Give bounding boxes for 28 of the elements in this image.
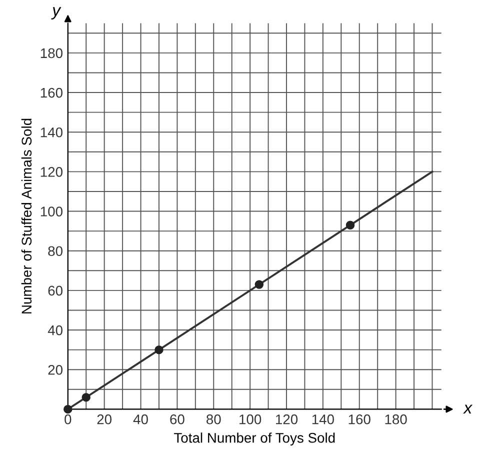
y-tick-label: 20 xyxy=(48,364,62,375)
point xyxy=(254,280,264,289)
point xyxy=(64,404,72,414)
text: y xyxy=(51,7,62,20)
point xyxy=(154,345,164,354)
x-tick-label: 0 xyxy=(64,414,72,424)
x-tick-label: 40 xyxy=(133,414,148,424)
y-tick-label: 40 xyxy=(48,325,62,336)
y-tick-label: 100 xyxy=(40,206,62,216)
y-tick-label: 160 xyxy=(40,88,62,98)
x-tick-label: 140 xyxy=(312,414,334,424)
y-tick-label: 120 xyxy=(40,167,62,177)
y-tick-label: 180 xyxy=(40,48,62,58)
x-tick-label: 100 xyxy=(240,414,262,424)
x-tick-label: 80 xyxy=(206,414,221,424)
y-tick-label: 80 xyxy=(48,246,62,256)
x-tick-label: 120 xyxy=(276,414,298,424)
x-tick-label: 20 xyxy=(97,414,112,424)
x-tick-label: 60 xyxy=(170,414,184,424)
text: x xyxy=(463,404,473,414)
point xyxy=(346,220,355,230)
point xyxy=(82,392,90,402)
x-tick-label: 160 xyxy=(348,414,370,424)
y-axis-title: Number of Stuffed Animals Sold xyxy=(21,118,32,314)
x-tick-label: 180 xyxy=(385,414,407,424)
y-tick-label: 140 xyxy=(40,127,62,138)
x-axis-title: Total Number of Toys Sold xyxy=(174,432,335,446)
y-tick-label: 60 xyxy=(48,286,62,296)
